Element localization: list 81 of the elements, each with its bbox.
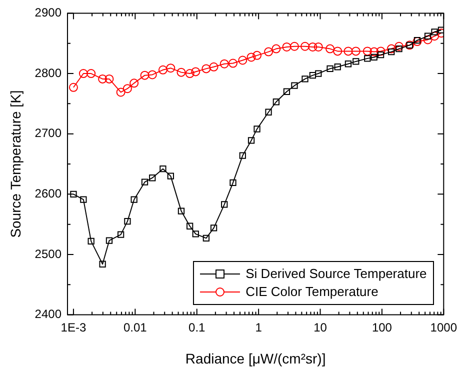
point — [68, 82, 78, 92]
point — [396, 45, 402, 52]
point — [272, 98, 280, 106]
point — [122, 84, 132, 94]
point — [248, 137, 255, 144]
point — [414, 37, 421, 44]
x-tick-label: 100 — [372, 320, 392, 334]
point — [140, 70, 150, 80]
y-tick-label: 2500 — [34, 246, 62, 261]
x-tick-label: 0.01 — [123, 320, 148, 334]
point — [220, 59, 229, 68]
point — [309, 72, 316, 79]
point — [344, 46, 353, 56]
point — [423, 35, 432, 44]
x-tick-label: 1000 — [430, 320, 458, 334]
point — [202, 64, 211, 74]
point — [424, 32, 432, 40]
point — [370, 47, 379, 56]
point — [238, 56, 248, 65]
y-tick-label: 2900 — [34, 6, 62, 20]
y-tick-label: 2700 — [34, 126, 62, 140]
point — [308, 42, 318, 52]
point — [106, 237, 113, 244]
point — [344, 60, 352, 68]
x-tick-label: 0.1 — [188, 320, 206, 334]
point — [209, 62, 218, 72]
y-tick-label: 2800 — [34, 66, 62, 80]
x-tick-label: 10 — [314, 320, 328, 334]
point — [88, 238, 94, 245]
y-axis-title: Source Temperature [K] — [7, 90, 24, 238]
point — [272, 44, 281, 54]
point — [430, 32, 440, 41]
x-tick-label: 1 — [255, 320, 262, 334]
y-tick-label: 2400 — [34, 307, 62, 322]
x-tick-label: 1E-3 — [60, 320, 86, 334]
point — [290, 42, 299, 51]
point — [334, 64, 341, 70]
point — [78, 69, 88, 78]
point — [326, 44, 335, 54]
point — [246, 52, 256, 62]
legend-label: Si Derived Source Temperature — [246, 264, 427, 283]
point — [333, 46, 342, 56]
point — [166, 64, 176, 73]
point — [388, 48, 395, 56]
point — [160, 165, 166, 172]
point — [70, 190, 77, 198]
point — [202, 234, 210, 242]
x-axis-title: Radiance [μW/(cm²sr)] — [185, 350, 326, 366]
point — [326, 65, 334, 72]
point — [185, 69, 194, 78]
point — [412, 37, 422, 46]
point — [283, 88, 290, 95]
point — [176, 68, 186, 77]
point — [291, 82, 298, 89]
point — [141, 178, 148, 186]
point — [210, 224, 218, 232]
point — [431, 28, 438, 36]
point — [370, 54, 378, 61]
point — [148, 70, 157, 80]
point — [351, 46, 360, 56]
point — [167, 172, 174, 180]
point — [228, 58, 238, 68]
point — [352, 58, 360, 65]
point — [230, 179, 236, 186]
point — [394, 42, 404, 51]
point — [158, 65, 168, 74]
point — [104, 74, 114, 84]
point — [124, 218, 131, 225]
y-tick-label: 2600 — [34, 186, 62, 200]
point — [265, 108, 272, 116]
point — [186, 222, 194, 230]
point — [239, 152, 246, 159]
point — [149, 174, 156, 182]
point — [386, 44, 396, 54]
point — [221, 201, 228, 208]
point — [282, 42, 292, 52]
point — [178, 208, 185, 214]
legend-label: CIE Color Temperature — [246, 282, 378, 301]
point — [264, 47, 274, 56]
point — [80, 196, 87, 203]
point — [86, 69, 96, 78]
